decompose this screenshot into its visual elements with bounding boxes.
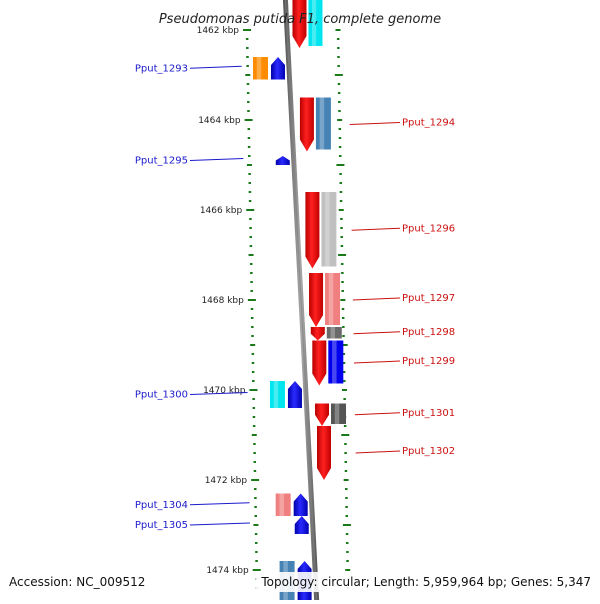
cog-category-box [275, 493, 291, 516]
cog-category-box [326, 327, 342, 339]
genome-backbone-layer [282, 0, 320, 604]
gene-pput-1296[interactable] [305, 192, 337, 269]
cog-category-box [325, 273, 341, 325]
forward-gene-arrow-partial [292, 0, 307, 48]
gene-label[interactable]: Pput_1300 [135, 390, 188, 401]
gene-pput-1297[interactable] [309, 273, 341, 327]
gene-label-leader [189, 392, 248, 395]
map-title: Pseudomonas putida F1, complete genome [159, 12, 441, 27]
forward-gene-arrow [312, 340, 327, 386]
gene-pput-1301[interactable] [315, 403, 347, 427]
tick-label: 1472 kbp [205, 476, 248, 486]
cog-category-box-highlight [332, 340, 337, 384]
cog-category-box-highlight [279, 493, 284, 516]
gene-pput-1299[interactable] [312, 340, 344, 386]
gene-pput-1298[interactable] [310, 327, 342, 341]
cog-category-box-highlight [319, 97, 325, 150]
gene-pput-1295[interactable] [275, 156, 290, 165]
cog-category-box-highlight [328, 273, 334, 325]
gene-label[interactable]: Pput_1301 [402, 408, 455, 419]
tick-label: 1468 kbp [201, 296, 244, 306]
topology-text: Topology: circular; Length: 5,959,964 bp… [260, 575, 591, 589]
forward-gene-arrow [309, 273, 324, 327]
cog-category-box-highlight [334, 403, 340, 424]
gene-label-leader [355, 450, 401, 454]
gene-label[interactable]: Pput_1297 [402, 293, 455, 304]
gene-label-layer: Pput_1293 Pput_1294 Pput_1295 Pput_1296 Pput… [135, 63, 455, 531]
reverse-gene-arrow [294, 516, 309, 534]
footer-left-background [4, 572, 154, 592]
genome-backbone-edge [284, 0, 318, 604]
gene-label-leader [189, 65, 242, 69]
forward-gene-arrow [305, 192, 320, 269]
gene-label[interactable]: Pput_1299 [402, 356, 455, 367]
reverse-gene-arrow [275, 156, 290, 165]
cog-category-box-partial-highlight [311, 0, 317, 46]
gene-label[interactable]: Pput_1302 [402, 446, 455, 457]
forward-gene-arrow [315, 403, 330, 426]
gene-label-leader [189, 522, 250, 526]
cog-category-box [328, 340, 344, 384]
tick-label: 1466 kbp [200, 206, 243, 216]
footer-right-background [256, 572, 596, 592]
forward-gene-arrow [310, 327, 325, 341]
cog-category-box-highlight [325, 192, 330, 267]
gene-label-leader [351, 227, 401, 231]
cog-category-box [315, 97, 331, 150]
forward-gene-arrow [299, 97, 314, 152]
forward-gene-arrow [316, 426, 331, 480]
tick-label: 1474 kbp [206, 566, 249, 576]
gene-label-leader [354, 412, 401, 416]
gene-label[interactable]: Pput_1295 [135, 156, 188, 167]
gene-label[interactable]: Pput_1298 [402, 327, 455, 338]
reverse-gene-arrow [287, 381, 302, 408]
gene-pput-1304[interactable] [275, 493, 308, 517]
tick-label: 1470 kbp [203, 386, 246, 396]
cog-category-box [269, 381, 285, 408]
tick-label: 1462 kbp [197, 26, 240, 36]
edge-gene-top [292, 0, 323, 48]
gene-label-leader [189, 158, 244, 161]
gene-label-leader [353, 331, 401, 335]
cog-category-box-partial [308, 0, 323, 46]
gene-pput-1293[interactable] [252, 57, 285, 80]
gene-label-leader [349, 122, 401, 125]
gene-label-leader [189, 502, 250, 506]
cog-category-box [252, 57, 268, 80]
cog-category-box [321, 192, 337, 267]
cog-category-box-highlight [256, 57, 262, 80]
tick-label: 1464 kbp [198, 116, 241, 126]
accession-text: Accession: NC_009512 [9, 575, 145, 589]
gene-label[interactable]: Pput_1305 [135, 520, 188, 531]
gene-label-leader [353, 360, 401, 364]
gene-pput-1305[interactable] [294, 516, 309, 534]
cog-category-box-highlight [330, 327, 336, 339]
reverse-gene-arrow [270, 57, 285, 80]
gene-label[interactable]: Pput_1296 [402, 223, 455, 234]
gene-label[interactable]: Pput_1293 [135, 63, 188, 74]
gene-pput-1302[interactable] [316, 426, 331, 480]
gene-label[interactable]: Pput_1304 [135, 500, 188, 511]
gene-pput-1294[interactable] [299, 97, 331, 152]
gene-pput-1300[interactable] [269, 381, 302, 408]
cog-category-box-highlight [273, 381, 279, 408]
gene-label-leader [352, 297, 401, 301]
reverse-gene-arrow [293, 493, 308, 516]
tick-layer: 1462 kbp 1464 kbp 1466 kbp 1468 kbp 1470 kbp… [197, 26, 351, 589]
cog-category-box [331, 403, 347, 424]
gene-label[interactable]: Pput_1294 [402, 118, 455, 129]
